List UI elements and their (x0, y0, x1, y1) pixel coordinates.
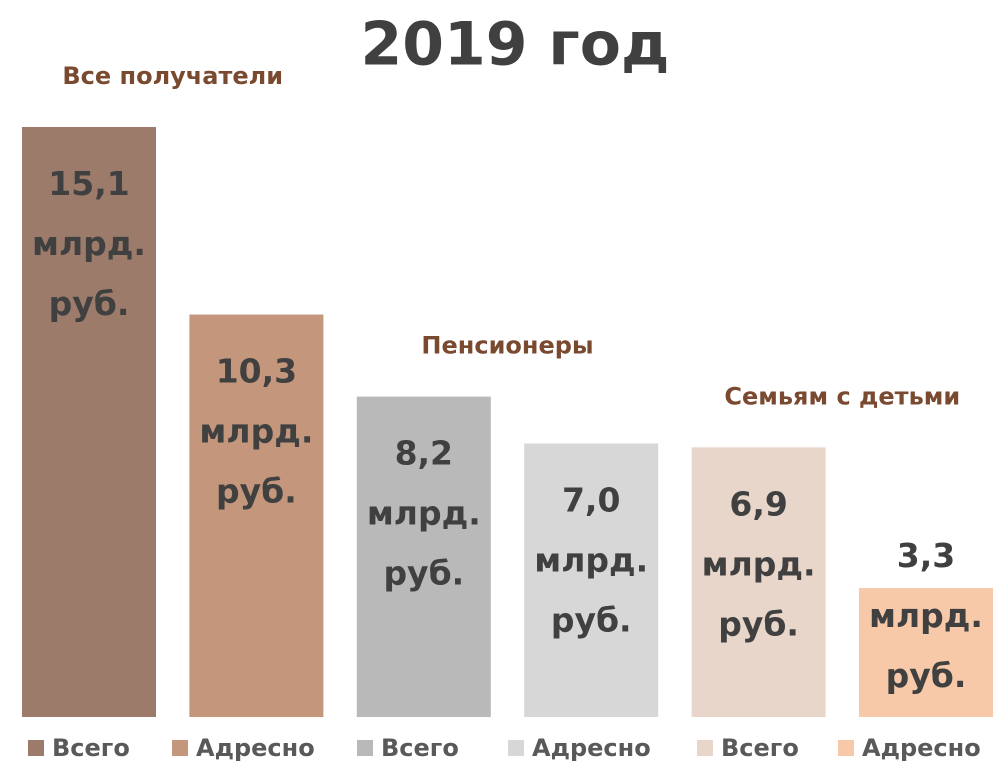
group-label: Семьям с детьми (724, 382, 960, 410)
legend-label: Адресно (862, 734, 981, 762)
legend-swatch (508, 740, 524, 756)
value-label: 6,9 млрд. руб. (702, 484, 816, 643)
bar (859, 588, 993, 717)
bar (524, 443, 659, 717)
legend-label: Всего (52, 734, 130, 762)
bar (691, 447, 826, 717)
legend-swatch (28, 740, 44, 756)
legend-swatch (697, 740, 713, 756)
legend-label: Адресно (196, 734, 315, 762)
chart-title: 2019 год (361, 10, 670, 80)
legend-swatch (172, 740, 188, 756)
value-label: 7,0 млрд. руб. (534, 480, 648, 639)
legend-swatch (838, 740, 854, 756)
legend-label: Адресно (532, 734, 651, 762)
legend-swatch (357, 740, 373, 756)
value-label: 8,2 млрд. руб. (367, 433, 481, 592)
legend-label: Всего (721, 734, 799, 762)
value-label: 15,1 млрд. руб. (32, 164, 146, 323)
bar (356, 396, 491, 717)
bar (22, 127, 156, 717)
bar (189, 314, 324, 717)
value-label: 3,3 млрд. руб. (869, 536, 983, 695)
legend-label: Всего (381, 734, 459, 762)
group-label: Пенсионеры (421, 332, 593, 360)
group-label: Все получатели (62, 62, 283, 90)
value-label: 10,3 млрд. руб. (199, 351, 313, 510)
